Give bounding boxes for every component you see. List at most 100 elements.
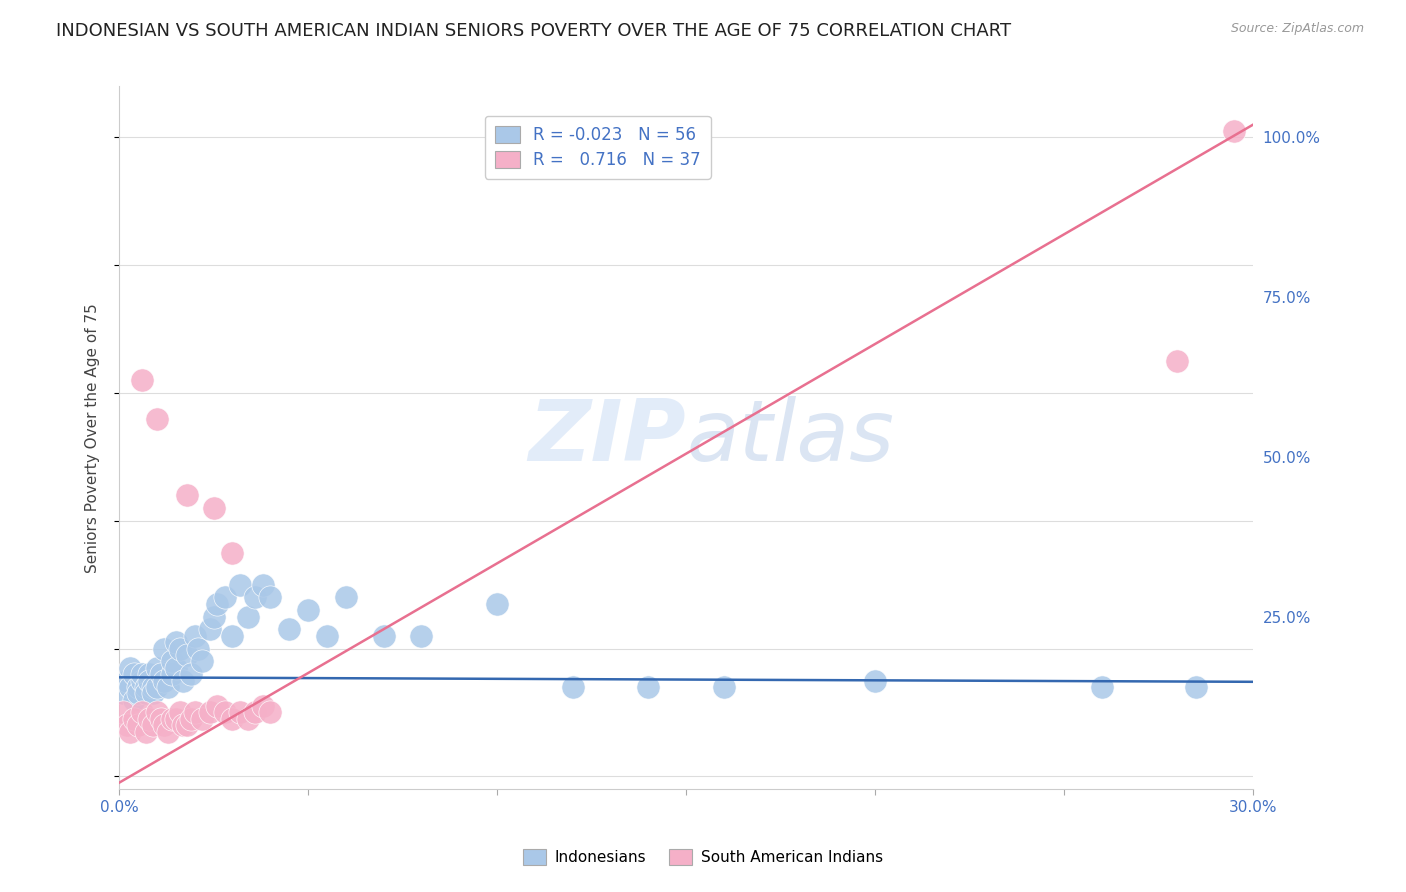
Point [176,648,198,662]
Point [153,673,176,688]
Text: INDONESIAN VS SOUTH AMERICAN INDIAN SENIORS POVERTY OVER THE AGE OF 75 CORRELATI: INDONESIAN VS SOUTH AMERICAN INDIAN SENI… [56,22,1011,40]
Point [120,661,142,675]
Point [146,661,169,675]
Point [142,680,165,694]
Point [207,699,229,714]
Point [146,680,169,694]
Point [1185,680,1208,694]
Point [176,488,198,502]
Point [111,686,134,700]
Point [187,641,209,656]
Point [183,629,205,643]
Point [169,706,191,720]
Point [160,667,183,681]
Text: atlas: atlas [686,396,894,479]
Point [172,673,194,688]
Point [157,680,180,694]
Point [214,706,236,720]
Point [115,718,138,732]
Point [1223,124,1246,138]
Point [176,718,198,732]
Point [115,673,138,688]
Point [165,635,187,649]
Point [120,724,142,739]
Point [252,699,274,714]
Point [165,661,187,675]
Point [278,623,301,637]
Point [1166,354,1188,368]
Point [149,667,172,681]
Point [236,609,259,624]
Point [180,712,202,726]
Point [411,629,433,643]
Point [131,667,153,681]
Point [259,591,281,605]
Point [153,718,176,732]
Point [637,680,659,694]
Point [127,718,149,732]
Point [134,686,156,700]
Point [131,706,153,720]
Point [207,597,229,611]
Point [191,712,214,726]
Point [122,692,145,706]
Point [236,712,259,726]
Point [160,654,183,668]
Point [165,712,187,726]
Point [191,654,214,668]
Point [120,680,142,694]
Point [373,629,395,643]
Point [146,411,169,425]
Point [111,706,134,720]
Point [131,373,153,387]
Point [157,724,180,739]
Legend: R = -0.023   N = 56, R =   0.716   N = 37: R = -0.023 N = 56, R = 0.716 N = 37 [485,116,710,178]
Point [146,706,169,720]
Point [138,667,160,681]
Point [229,577,252,591]
Point [561,680,583,694]
Point [138,673,160,688]
Point [229,706,252,720]
Point [1091,680,1114,694]
Point [134,680,156,694]
Point [142,686,165,700]
Point [127,680,149,694]
Point [127,686,149,700]
Point [153,641,176,656]
Point [214,591,236,605]
Point [198,706,221,720]
Point [713,680,735,694]
Point [259,706,281,720]
Point [243,591,266,605]
Point [863,673,886,688]
Point [202,501,225,516]
Point [198,623,221,637]
Point [172,718,194,732]
Point [297,603,319,617]
Point [316,629,339,643]
Legend: Indonesians, South American Indians: Indonesians, South American Indians [516,843,890,871]
Point [138,712,160,726]
Point [252,577,274,591]
Point [180,667,202,681]
Point [221,712,243,726]
Point [122,712,145,726]
Point [131,673,153,688]
Point [221,629,243,643]
Point [183,706,205,720]
Point [221,546,243,560]
Point [134,724,156,739]
Y-axis label: Seniors Poverty Over the Age of 75: Seniors Poverty Over the Age of 75 [86,303,100,573]
Text: Source: ZipAtlas.com: Source: ZipAtlas.com [1230,22,1364,36]
Point [243,706,266,720]
Point [335,591,357,605]
Point [160,712,183,726]
Point [142,718,165,732]
Point [486,597,509,611]
Point [122,667,145,681]
Point [169,641,191,656]
Point [149,712,172,726]
Text: ZIP: ZIP [529,396,686,479]
Point [202,609,225,624]
